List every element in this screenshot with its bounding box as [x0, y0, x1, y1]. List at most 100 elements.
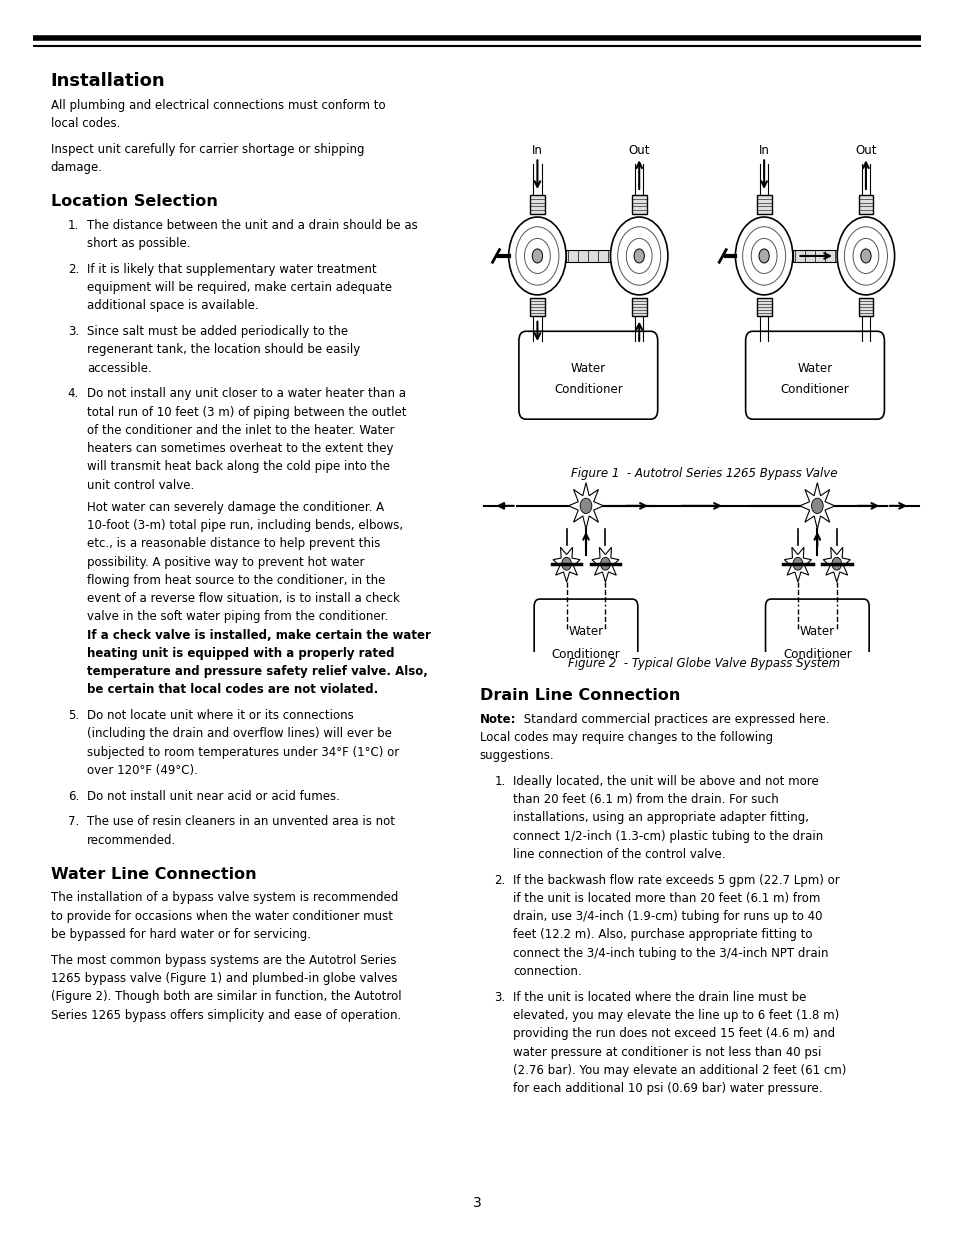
Circle shape: [831, 557, 841, 571]
Text: 2.: 2.: [68, 263, 79, 275]
Text: Conditioner: Conditioner: [551, 648, 619, 661]
Text: valve in the soft water piping from the conditioner.: valve in the soft water piping from the …: [87, 610, 388, 624]
Polygon shape: [822, 547, 849, 582]
Text: 1.: 1.: [68, 219, 79, 232]
FancyBboxPatch shape: [534, 599, 638, 680]
Circle shape: [792, 557, 801, 571]
Text: Note:: Note:: [479, 713, 516, 726]
Text: than 20 feet (6.1 m) from the drain. For such: than 20 feet (6.1 m) from the drain. For…: [513, 793, 779, 806]
Text: unit control valve.: unit control valve.: [87, 479, 193, 492]
Text: be certain that local codes are not violated.: be certain that local codes are not viol…: [87, 683, 377, 697]
Polygon shape: [553, 547, 579, 582]
Bar: [858, 298, 872, 316]
Text: In: In: [532, 144, 542, 157]
FancyBboxPatch shape: [745, 331, 883, 419]
Text: 6.: 6.: [68, 789, 79, 803]
Text: If it is likely that supplementary water treatment: If it is likely that supplementary water…: [87, 263, 376, 275]
Text: recommended.: recommended.: [87, 834, 176, 847]
Text: If the backwash flow rate exceeds 5 gpm (22.7 Lpm) or: If the backwash flow rate exceeds 5 gpm …: [513, 873, 840, 887]
Bar: [792, 251, 837, 262]
Text: water pressure at conditioner is not less than 40 psi: water pressure at conditioner is not les…: [513, 1046, 821, 1058]
Text: if the unit is located more than 20 feet (6.1 m) from: if the unit is located more than 20 feet…: [513, 892, 820, 905]
Text: 7.: 7.: [68, 815, 79, 829]
Text: 10-foot (3-m) total pipe run, including bends, elbows,: 10-foot (3-m) total pipe run, including …: [87, 519, 402, 532]
Text: for each additional 10 psi (0.69 bar) water pressure.: for each additional 10 psi (0.69 bar) wa…: [513, 1082, 821, 1095]
Text: Figure 1  - Autotrol Series 1265 Bypass Valve: Figure 1 - Autotrol Series 1265 Bypass V…: [570, 467, 837, 480]
Text: regenerant tank, the location should be easily: regenerant tank, the location should be …: [87, 343, 359, 357]
Text: 1.: 1.: [494, 774, 505, 788]
Text: providing the run does not exceed 15 feet (4.6 m) and: providing the run does not exceed 15 fee…: [513, 1028, 835, 1040]
Text: equipment will be required, make certain adequate: equipment will be required, make certain…: [87, 282, 392, 294]
Text: The distance between the unit and a drain should be as: The distance between the unit and a drai…: [87, 219, 417, 232]
Text: Hot water can severely damage the conditioner. A: Hot water can severely damage the condit…: [87, 500, 383, 514]
Bar: [631, 298, 646, 316]
Circle shape: [735, 217, 792, 295]
Text: Water: Water: [799, 625, 834, 638]
Text: 2.: 2.: [494, 873, 505, 887]
Text: flowing from heat source to the conditioner, in the: flowing from heat source to the conditio…: [87, 574, 385, 587]
Circle shape: [759, 249, 768, 263]
Bar: [530, 298, 544, 316]
Text: Drain Line Connection: Drain Line Connection: [479, 688, 679, 703]
Circle shape: [561, 557, 571, 571]
Text: drain, use 3/4-inch (1.9-cm) tubing for runs up to 40: drain, use 3/4-inch (1.9-cm) tubing for …: [513, 910, 821, 924]
Text: Installation: Installation: [51, 72, 165, 90]
Text: connect the 3/4-inch tubing to the 3/4-inch NPT drain: connect the 3/4-inch tubing to the 3/4-i…: [513, 947, 828, 960]
Text: damage.: damage.: [51, 161, 103, 174]
Text: (2.76 bar). You may elevate an additional 2 feet (61 cm): (2.76 bar). You may elevate an additiona…: [513, 1063, 845, 1077]
Text: of the conditioner and the inlet to the heater. Water: of the conditioner and the inlet to the …: [87, 424, 394, 437]
Text: Inspect unit carefully for carrier shortage or shipping: Inspect unit carefully for carrier short…: [51, 143, 364, 156]
Text: Water: Water: [568, 625, 603, 638]
Text: heating unit is equipped with a properly rated: heating unit is equipped with a properly…: [87, 647, 394, 659]
Text: Series 1265 bypass offers simplicity and ease of operation.: Series 1265 bypass offers simplicity and…: [51, 1009, 400, 1021]
Text: Since salt must be added periodically to the: Since salt must be added periodically to…: [87, 325, 348, 338]
Text: In: In: [758, 144, 769, 157]
Text: Do not locate unit where it or its connections: Do not locate unit where it or its conne…: [87, 709, 354, 722]
Polygon shape: [783, 547, 811, 582]
Text: Do not install unit near acid or acid fumes.: Do not install unit near acid or acid fu…: [87, 789, 339, 803]
Text: (including the drain and overflow lines) will ever be: (including the drain and overflow lines)…: [87, 727, 392, 741]
Bar: [631, 195, 646, 214]
Circle shape: [600, 557, 610, 571]
Text: line connection of the control valve.: line connection of the control valve.: [513, 848, 725, 861]
Text: possibility. A positive way to prevent hot water: possibility. A positive way to prevent h…: [87, 556, 364, 568]
Circle shape: [508, 217, 565, 295]
Text: The most common bypass systems are the Autotrol Series: The most common bypass systems are the A…: [51, 953, 395, 967]
Text: feet (12.2 m). Also, purchase appropriate fitting to: feet (12.2 m). Also, purchase appropriat…: [513, 929, 812, 941]
Text: Do not install any unit closer to a water heater than a: Do not install any unit closer to a wate…: [87, 388, 405, 400]
Circle shape: [610, 217, 667, 295]
Polygon shape: [568, 483, 603, 529]
Polygon shape: [591, 547, 618, 582]
Circle shape: [579, 498, 591, 514]
Text: Standard commercial practices are expressed here.: Standard commercial practices are expres…: [519, 713, 828, 726]
Text: Water Line Connection: Water Line Connection: [51, 867, 256, 882]
Text: 5.: 5.: [68, 709, 79, 722]
Bar: [530, 195, 544, 214]
Circle shape: [860, 249, 870, 263]
Text: Water: Water: [570, 362, 605, 375]
FancyBboxPatch shape: [518, 331, 657, 419]
Text: 4.: 4.: [68, 388, 79, 400]
Bar: [858, 195, 872, 214]
Polygon shape: [799, 483, 834, 529]
Text: suggestions.: suggestions.: [479, 750, 554, 762]
Circle shape: [634, 249, 643, 263]
Text: to provide for occasions when the water conditioner must: to provide for occasions when the water …: [51, 910, 392, 923]
Text: Figure 2  - Typical Globe Valve Bypass System: Figure 2 - Typical Globe Valve Bypass Sy…: [567, 657, 840, 671]
Text: If the unit is located where the drain line must be: If the unit is located where the drain l…: [513, 990, 806, 1004]
Bar: [756, 298, 771, 316]
Text: Conditioner: Conditioner: [554, 383, 622, 395]
Text: Location Selection: Location Selection: [51, 194, 217, 209]
Text: If a check valve is installed, make certain the water: If a check valve is installed, make cert…: [87, 629, 430, 642]
Text: (Figure 2). Though both are similar in function, the Autotrol: (Figure 2). Though both are similar in f…: [51, 990, 401, 1003]
Text: 3: 3: [472, 1195, 481, 1210]
Text: Local codes may require changes to the following: Local codes may require changes to the f…: [479, 731, 772, 743]
Text: short as possible.: short as possible.: [87, 237, 190, 251]
Text: total run of 10 feet (3 m) of piping between the outlet: total run of 10 feet (3 m) of piping bet…: [87, 405, 406, 419]
Text: 1265 bypass valve (Figure 1) and plumbed-in globe valves: 1265 bypass valve (Figure 1) and plumbed…: [51, 972, 396, 986]
Circle shape: [837, 217, 894, 295]
Text: 3.: 3.: [68, 325, 79, 338]
Text: temperature and pressure safety relief valve. Also,: temperature and pressure safety relief v…: [87, 666, 427, 678]
Text: accessible.: accessible.: [87, 362, 152, 374]
Text: Out: Out: [854, 144, 876, 157]
